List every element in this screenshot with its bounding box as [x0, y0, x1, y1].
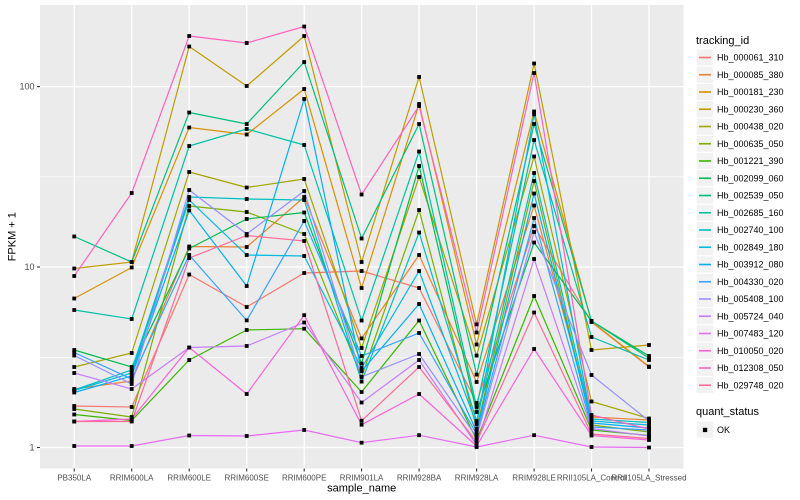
svg-text:Hb_002685_160: Hb_002685_160	[717, 208, 784, 218]
svg-text:Hb_000230_360: Hb_000230_360	[717, 104, 784, 114]
svg-text:Hb_004330_020: Hb_004330_020	[717, 277, 784, 287]
svg-text:Hb_002099_060: Hb_002099_060	[717, 173, 784, 183]
svg-text:100: 100	[19, 82, 34, 92]
svg-text:10: 10	[24, 262, 34, 272]
svg-text:Hb_000061_310: Hb_000061_310	[717, 53, 784, 63]
svg-text:Hb_003912_080: Hb_003912_080	[717, 260, 784, 270]
svg-text:Hb_012308_050: Hb_012308_050	[717, 363, 784, 373]
svg-text:Hb_002849_180: Hb_002849_180	[717, 242, 784, 252]
svg-text:Hb_005408_100: Hb_005408_100	[717, 294, 784, 304]
svg-text:FPKM + 1: FPKM + 1	[7, 212, 19, 261]
svg-text:Hb_005724_040: Hb_005724_040	[717, 311, 784, 321]
svg-text:RRIM600LA: RRIM600LA	[110, 474, 154, 483]
svg-text:Hb_000085_380: Hb_000085_380	[717, 70, 784, 80]
svg-text:RRII105LA_Stressed: RRII105LA_Stressed	[611, 474, 686, 483]
svg-text:RRIM928LE: RRIM928LE	[512, 474, 556, 483]
svg-text:Hb_002740_100: Hb_002740_100	[717, 225, 784, 235]
svg-text:RRIM600PE: RRIM600PE	[282, 474, 326, 483]
svg-text:1: 1	[29, 443, 34, 453]
svg-text:RRIM928BA: RRIM928BA	[397, 474, 442, 483]
svg-text:Hb_000635_050: Hb_000635_050	[717, 139, 784, 149]
svg-text:Hb_000438_020: Hb_000438_020	[717, 122, 784, 132]
svg-text:RRIM600LE: RRIM600LE	[167, 474, 211, 483]
svg-text:OK: OK	[717, 425, 730, 435]
svg-text:Hb_007483_120: Hb_007483_120	[717, 329, 784, 339]
svg-text:RRIM901LA: RRIM901LA	[340, 474, 384, 483]
svg-text:quant_status: quant_status	[696, 406, 759, 418]
svg-text:tracking_id: tracking_id	[696, 35, 749, 47]
svg-text:Hb_000181_230: Hb_000181_230	[717, 87, 784, 97]
svg-text:PB350LA: PB350LA	[57, 474, 91, 483]
svg-text:Hb_002539_050: Hb_002539_050	[717, 191, 784, 201]
svg-text:Hb_029748_020: Hb_029748_020	[717, 380, 784, 390]
svg-text:RRIM928LA: RRIM928LA	[455, 474, 499, 483]
svg-text:RRIM600SE: RRIM600SE	[224, 474, 268, 483]
svg-text:Hb_001221_390: Hb_001221_390	[717, 156, 784, 166]
svg-text:RRII105LA_Control: RRII105LA_Control	[557, 474, 627, 483]
svg-text:sample_name: sample_name	[327, 483, 396, 495]
svg-text:Hb_010050_020: Hb_010050_020	[717, 346, 784, 356]
